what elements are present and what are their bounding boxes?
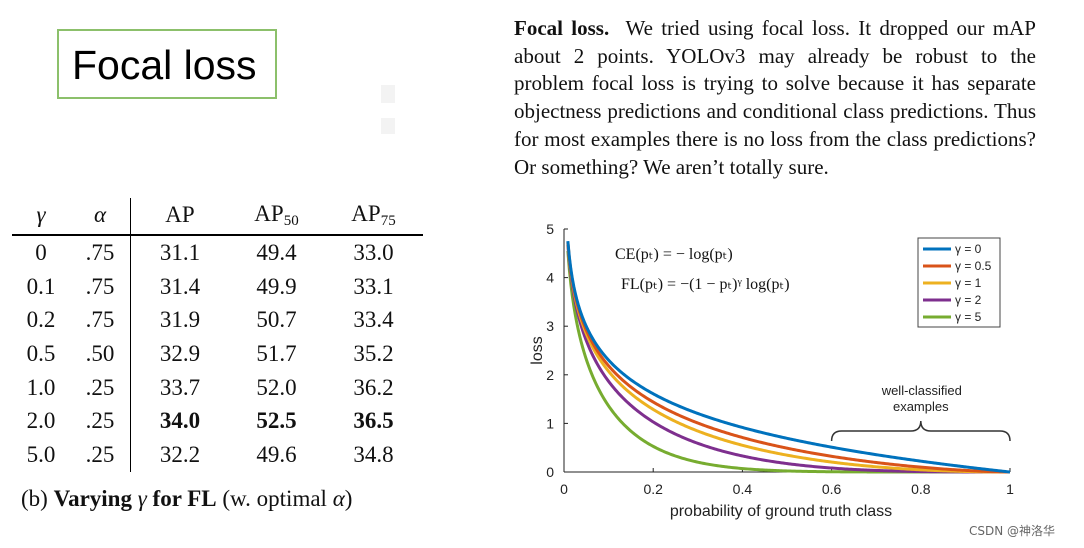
y-axis-label: loss [529,336,546,364]
x-tick-label: 0 [560,481,568,497]
header-ap50: AP50 [229,198,324,236]
x-tick-label: 1 [1006,481,1014,497]
cell-ap75: 33.0 [353,239,394,265]
y-tick-label: 4 [546,270,554,286]
header-gamma: γ [12,198,70,236]
cell-ap: 32.2 [159,441,201,467]
x-tick-label: 0.4 [733,481,753,497]
cell-ap50: 49.9 [256,273,297,299]
cell-ap50: 49.6 [256,441,297,467]
x-axis-label: probability of ground truth class [670,503,892,520]
cell-ap50: 52.0 [256,374,297,400]
annotation-line2: examples [893,399,949,414]
cell-gamma: 0.2 [26,307,56,333]
cell-gamma: 2.0 [26,408,56,434]
cell-ap: 31.1 [159,239,201,265]
cell-alpha: .75 [70,269,131,304]
cell-ap75: 33.4 [353,307,394,333]
table-row: 2.0 .25 34.0 52.5 36.5 [12,404,423,439]
y-tick-label: 3 [546,318,554,334]
cell-ap75: 35.2 [353,340,394,366]
table-row: 0.2 .75 31.9 50.7 33.4 [12,303,423,338]
cell-ap: 31.4 [159,273,201,299]
x-tick-label: 0.8 [911,481,931,497]
cell-gamma: 5.0 [26,441,56,467]
fl-equation: FL(pₜ) = −(1 − pₜ)ᵞ log(pₜ) [621,276,790,293]
cell-ap: 31.9 [159,307,201,333]
header-ap: AP [130,198,229,236]
slide-title: Focal loss [72,42,257,88]
cell-ap75: 34.8 [353,441,394,467]
watermark: CSDN @神洛华 [969,524,1056,538]
cell-ap: 33.7 [159,374,201,400]
ce-equation: CE(pₜ) = − log(pₜ) [615,246,733,263]
legend-label: γ = 0.5 [955,259,992,273]
cell-ap50: 52.5 [256,408,297,434]
annotation-brace [830,420,1011,442]
table-row: 0.1 .75 31.4 49.9 33.1 [12,269,423,304]
cell-alpha: .75 [70,303,131,338]
legend-label: γ = 1 [955,276,982,290]
cell-gamma: 0.1 [26,273,56,299]
cell-ap50: 50.7 [256,307,297,333]
cell-ap75: 33.1 [353,273,394,299]
paragraph-body: We tried using focal loss. It dropped ou… [514,16,1036,179]
table-caption: (b) Varying γ for FL (w. optimal α) [21,486,353,511]
y-tick-label: 0 [546,464,554,480]
background-artifact [381,85,395,103]
table-row: 1.0 .25 33.7 52.0 36.2 [12,370,423,405]
cell-ap75: 36.2 [353,374,394,400]
slide-title-box: Focal loss [57,29,277,99]
legend-label: γ = 2 [955,293,982,307]
cell-ap50: 49.4 [256,239,297,265]
results-table: γ α AP AP50 AP75 0 .75 31.1 49.4 33.0 0.1 .75 3… [12,198,423,472]
header-alpha: α [70,198,131,236]
paragraph-heading: Focal loss. [514,16,610,40]
cell-alpha: .25 [70,438,131,472]
focal-loss-paragraph: Focal loss. We tried using focal loss. I… [514,15,1036,181]
cell-alpha: .75 [70,235,131,270]
table-row: 0 .75 31.1 49.4 33.0 [12,235,423,270]
cell-gamma: 1.0 [26,374,56,400]
cell-ap: 32.9 [159,340,201,366]
x-tick-label: 0.6 [822,481,842,497]
cell-ap: 34.0 [159,408,201,434]
legend-label: γ = 5 [955,310,982,324]
cell-alpha: .25 [70,370,131,405]
header-ap75: AP75 [324,198,423,236]
y-tick-label: 5 [546,221,554,237]
series-line-gamma-1 [566,243,1010,474]
cell-gamma: 0 [35,239,47,265]
cell-ap75: 36.5 [353,408,394,434]
table-header-row: γ α AP AP50 AP75 [12,198,423,236]
cell-ap50: 51.7 [256,340,297,366]
series-line-gamma-0_5 [566,242,1011,474]
annotation-line1: well-classified [881,383,962,398]
cell-alpha: .50 [70,337,131,371]
y-tick-label: 1 [546,415,554,431]
cell-alpha: .25 [70,404,131,439]
x-tick-label: 0.2 [643,481,663,497]
legend-label: γ = 0 [955,242,982,256]
background-artifact [381,118,395,134]
y-tick-label: 2 [546,367,554,383]
table-row: 5.0 .25 32.2 49.6 34.8 [12,438,423,472]
cell-gamma: 0.5 [26,340,56,366]
table-row: 0.5 .50 32.9 51.7 35.2 [12,337,423,371]
series-line-gamma-0 [566,241,1011,474]
